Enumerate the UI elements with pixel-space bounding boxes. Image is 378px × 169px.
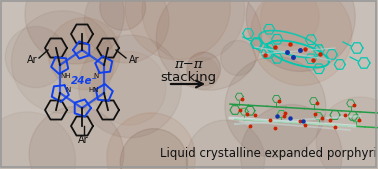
Text: N: N bbox=[93, 73, 99, 79]
Circle shape bbox=[100, 0, 146, 30]
Circle shape bbox=[84, 0, 169, 63]
Circle shape bbox=[316, 97, 378, 169]
Text: stacking: stacking bbox=[160, 70, 216, 83]
Circle shape bbox=[240, 105, 342, 169]
Circle shape bbox=[11, 11, 114, 113]
Circle shape bbox=[79, 35, 181, 138]
Text: 24e⁻: 24e⁻ bbox=[71, 76, 98, 86]
Circle shape bbox=[142, 0, 245, 62]
Circle shape bbox=[5, 27, 67, 88]
Circle shape bbox=[107, 113, 195, 169]
Text: π−π: π−π bbox=[174, 58, 202, 71]
Circle shape bbox=[92, 51, 166, 125]
Circle shape bbox=[120, 129, 187, 169]
Text: Ar: Ar bbox=[78, 135, 88, 145]
Text: Ar: Ar bbox=[27, 55, 37, 65]
Circle shape bbox=[29, 106, 124, 169]
Text: N: N bbox=[65, 87, 71, 93]
Circle shape bbox=[221, 40, 256, 76]
Circle shape bbox=[186, 120, 265, 169]
Text: Ar: Ar bbox=[129, 55, 139, 65]
Circle shape bbox=[0, 112, 76, 169]
Text: Liquid crystalline expanded porphyrin: Liquid crystalline expanded porphyrin bbox=[160, 147, 378, 160]
Circle shape bbox=[125, 0, 230, 60]
Circle shape bbox=[25, 0, 124, 64]
Circle shape bbox=[260, 0, 319, 46]
Circle shape bbox=[225, 56, 326, 158]
Circle shape bbox=[251, 0, 352, 86]
Circle shape bbox=[156, 0, 262, 90]
Text: HN: HN bbox=[89, 87, 99, 93]
Circle shape bbox=[48, 18, 120, 90]
Circle shape bbox=[246, 0, 355, 71]
Circle shape bbox=[187, 52, 220, 86]
Text: NH: NH bbox=[61, 73, 71, 79]
